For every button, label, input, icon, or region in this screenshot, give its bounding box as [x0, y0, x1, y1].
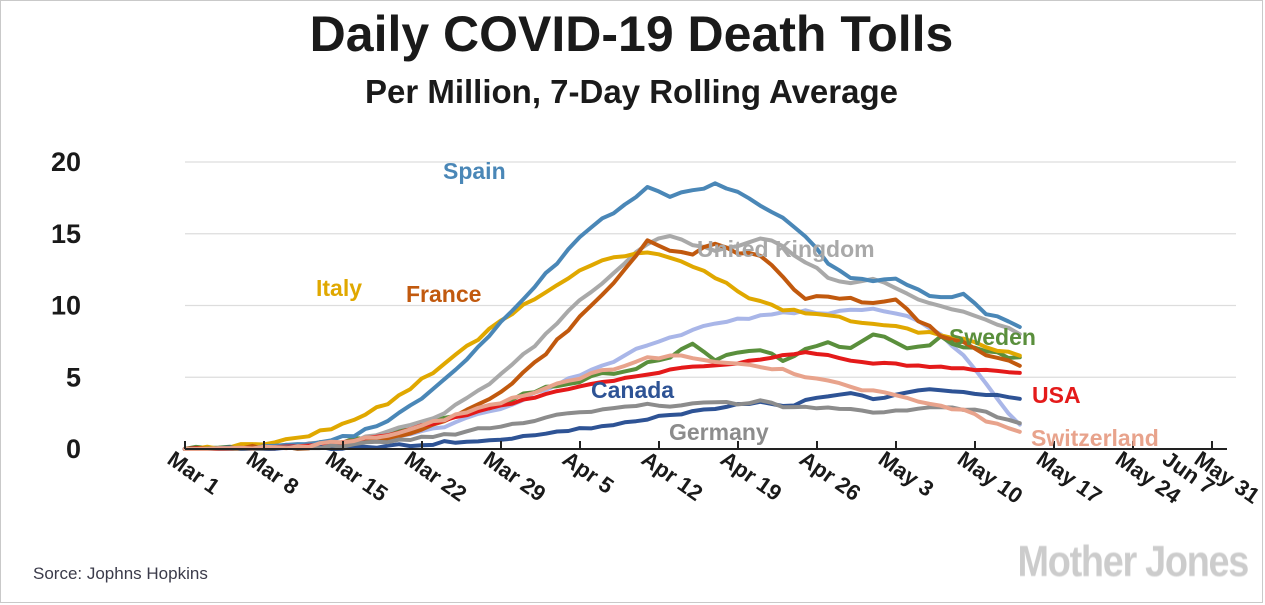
svg-text:May 3: May 3	[874, 446, 938, 502]
svg-text:Switzerland: Switzerland	[1031, 425, 1159, 451]
svg-text:Apr 19: Apr 19	[716, 446, 786, 506]
svg-text:Mar 29: Mar 29	[479, 446, 550, 506]
svg-text:Mar 8: Mar 8	[242, 446, 303, 499]
svg-text:United Kingdom: United Kingdom	[697, 236, 875, 262]
svg-text:Canada: Canada	[591, 377, 674, 403]
svg-text:20: 20	[51, 147, 81, 177]
svg-text:Spain: Spain	[443, 158, 506, 184]
svg-text:Italy: Italy	[316, 275, 362, 301]
svg-text:Apr 5: Apr 5	[558, 446, 618, 499]
svg-text:May 17: May 17	[1032, 446, 1106, 509]
svg-text:Sweden: Sweden	[949, 324, 1036, 350]
svg-text:Apr 26: Apr 26	[795, 446, 865, 506]
svg-text:Germany: Germany	[669, 419, 769, 445]
svg-text:10: 10	[51, 291, 81, 321]
svg-text:5: 5	[66, 362, 81, 392]
svg-text:0: 0	[66, 434, 81, 464]
svg-text:Mar 15: Mar 15	[321, 446, 392, 506]
svg-text:May 10: May 10	[953, 446, 1027, 509]
svg-text:France: France	[406, 281, 481, 307]
svg-text:Apr 12: Apr 12	[637, 446, 707, 506]
svg-text:Mar 1: Mar 1	[163, 446, 224, 499]
svg-text:Mar 22: Mar 22	[400, 446, 471, 506]
svg-text:USA: USA	[1032, 382, 1081, 408]
svg-text:15: 15	[51, 219, 81, 249]
